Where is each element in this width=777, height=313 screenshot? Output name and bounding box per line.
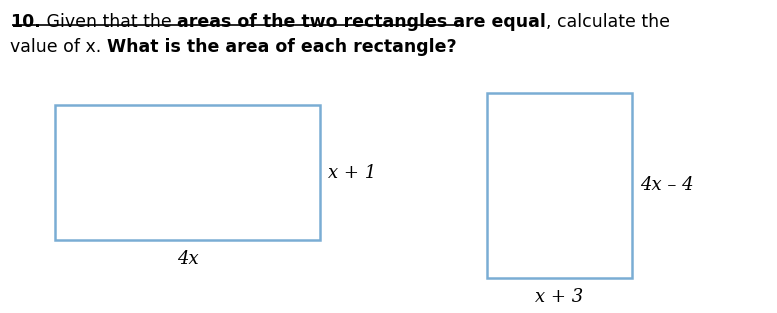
- Text: Given that the: Given that the: [40, 13, 177, 31]
- Bar: [55, 105, 320, 240]
- Text: 10.: 10.: [10, 13, 40, 31]
- Text: x + 3: x + 3: [535, 288, 584, 306]
- Text: value of x.: value of x.: [10, 38, 106, 56]
- Text: What is the area of each rectangle?: What is the area of each rectangle?: [106, 38, 456, 56]
- Text: 4x: 4x: [176, 250, 198, 268]
- Bar: [487, 93, 632, 278]
- Text: x + 1: x + 1: [328, 163, 376, 182]
- Text: 4x – 4: 4x – 4: [640, 177, 694, 194]
- Text: , calculate the: , calculate the: [546, 13, 670, 31]
- Text: areas of the two rectangles are equal: areas of the two rectangles are equal: [177, 13, 546, 31]
